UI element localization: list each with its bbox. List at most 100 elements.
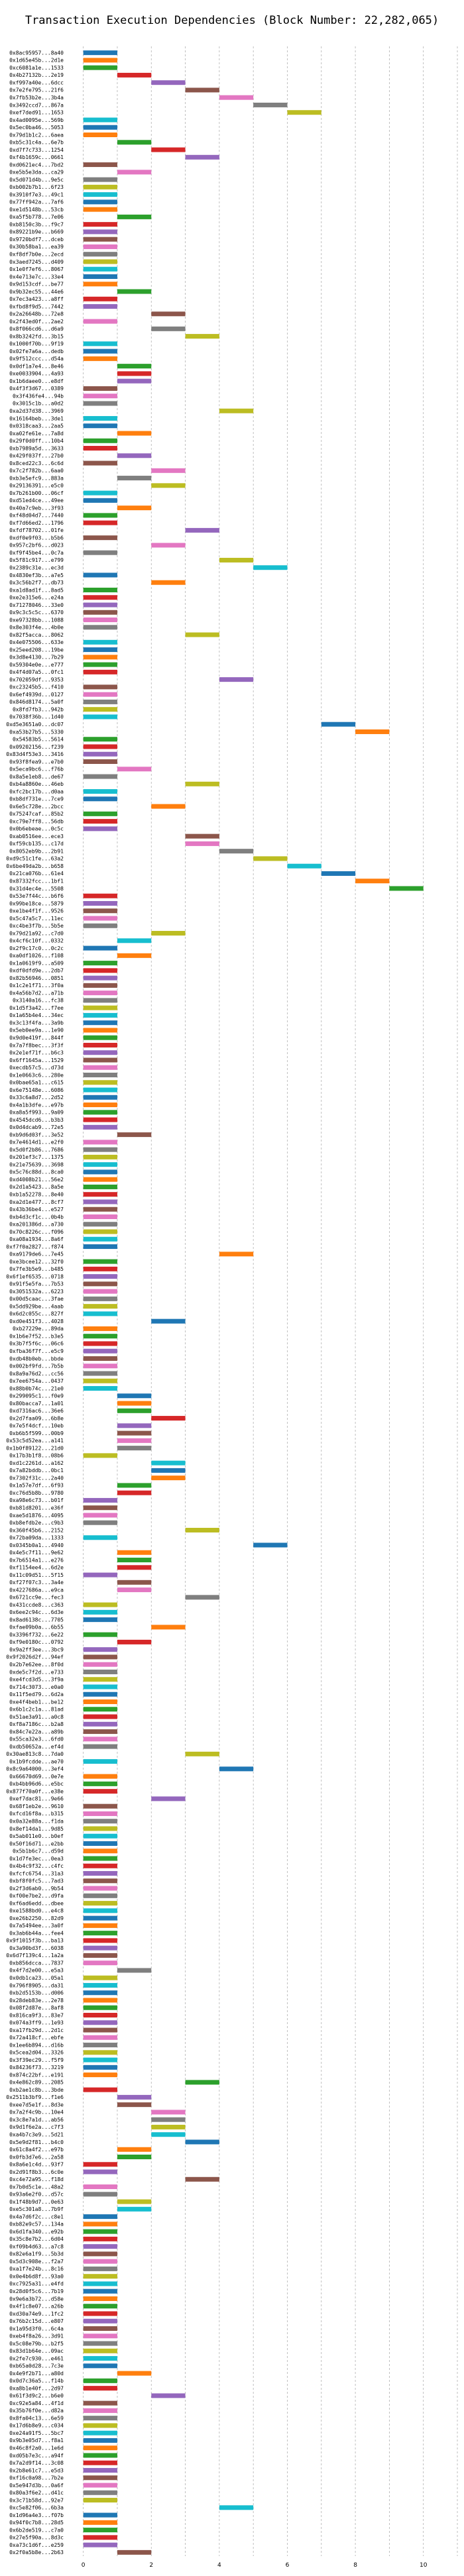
y-tick-label: 0xa53b27b5...5330 bbox=[9, 729, 64, 735]
bar bbox=[83, 1154, 117, 1159]
y-tick-label: 0xc23245b5...f410 bbox=[9, 684, 64, 690]
y-tick-label: 0x2d91f8b3...6c0e bbox=[9, 2169, 64, 2175]
bar bbox=[355, 879, 390, 884]
bar bbox=[219, 557, 254, 563]
bar bbox=[117, 1558, 152, 1563]
y-tick-label: 0xf09b4d63...a7c8 bbox=[9, 2243, 64, 2249]
bar bbox=[83, 2274, 117, 2279]
bar bbox=[83, 2535, 117, 2540]
y-tick-label: 0x5dd929be...4aab bbox=[9, 1303, 64, 1309]
x-axis-ticks: 0 2 4 6 8 10 bbox=[82, 2562, 428, 2569]
y-tick-label: 0x0d7c36a5...f14b bbox=[9, 2378, 64, 2384]
bar bbox=[83, 610, 117, 615]
bar bbox=[83, 1334, 117, 1339]
bar bbox=[83, 916, 117, 921]
y-tick-label: 0x7c2f782b...6aa0 bbox=[9, 468, 64, 474]
x-tick-label: 0 bbox=[82, 2562, 86, 2569]
bar bbox=[83, 1453, 117, 1458]
y-tick-label: 0x5eca9bc6...f76b bbox=[9, 767, 64, 773]
bar bbox=[83, 2386, 117, 2391]
y-tick-label: 0x93f8fea9...e7b0 bbox=[9, 759, 64, 765]
bar bbox=[185, 781, 219, 786]
bar bbox=[83, 1207, 117, 1212]
bar bbox=[83, 1654, 117, 1660]
y-tick-label: 0xb2d5153b...d006 bbox=[9, 1990, 64, 1996]
bar bbox=[117, 1565, 152, 1570]
bar bbox=[83, 2334, 117, 2339]
bar bbox=[83, 759, 117, 765]
y-tick-label: 0x84236f73...3219 bbox=[9, 2065, 64, 2070]
bar bbox=[83, 319, 117, 324]
y-tick-label: 0x877f70a0f...e38e bbox=[6, 1788, 64, 1794]
bar bbox=[83, 1923, 117, 1928]
bar bbox=[83, 1311, 117, 1316]
bar bbox=[83, 587, 117, 592]
y-tick-label: 0x16164beb...3de1 bbox=[9, 415, 64, 421]
y-tick-label: 0x8ac95957...8a40 bbox=[9, 50, 64, 56]
bar bbox=[355, 729, 390, 734]
y-tick-label: 0x00d5caac...3fae bbox=[9, 1296, 64, 1302]
y-tick-label: 0xdb48b0eb...bbde bbox=[9, 1356, 64, 1362]
bar bbox=[83, 2050, 117, 2055]
y-tick-label: 0x4cf6c10f...0332 bbox=[9, 938, 64, 944]
y-tick-label: 0x1d7fe3ec...0ea3 bbox=[9, 1856, 64, 1862]
y-tick-label: 0x3ab6b44a...fee4 bbox=[9, 1930, 64, 1936]
y-tick-label: 0x0345b0a1...4940 bbox=[9, 1542, 64, 1548]
bar bbox=[117, 2147, 152, 2152]
y-tick-label: 0x2e1ef71f...b6c3 bbox=[9, 1050, 64, 1056]
bar bbox=[117, 364, 152, 369]
y-tick-label: 0x2d1a5423...8a5e bbox=[9, 1184, 64, 1190]
bar bbox=[83, 2490, 117, 2495]
bar bbox=[151, 2393, 186, 2398]
y-tick-label: 0xe97328bb...1088 bbox=[9, 617, 64, 623]
bar bbox=[83, 1162, 117, 1167]
bar bbox=[83, 1908, 117, 1913]
bar bbox=[83, 2445, 117, 2451]
bar bbox=[83, 1147, 117, 1152]
bar bbox=[151, 580, 186, 585]
y-tick-label: 0xd30a74e9...1fc2 bbox=[9, 2311, 64, 2317]
bar bbox=[83, 1826, 117, 1831]
y-tick-label: 0x4b4c9f32...c4fc bbox=[9, 1863, 64, 1869]
bar bbox=[83, 1184, 117, 1189]
bar bbox=[117, 2094, 152, 2100]
y-tick-label: 0x8a9a76d2...cc56 bbox=[9, 1371, 64, 1377]
bar bbox=[83, 498, 117, 503]
y-tick-label: 0xb856dcca...7837 bbox=[9, 1960, 64, 1966]
bar bbox=[83, 2304, 117, 2309]
bar bbox=[83, 796, 117, 802]
y-tick-label: 0x4e862c89...2085 bbox=[9, 2080, 64, 2086]
bar bbox=[83, 1281, 117, 1287]
bar bbox=[83, 304, 117, 309]
y-tick-label: 0xfba36f7f...e5c9 bbox=[9, 1348, 64, 1354]
bar bbox=[83, 1169, 117, 1175]
bar bbox=[185, 527, 219, 533]
y-tick-label: 0x21ca076b...61e4 bbox=[9, 871, 64, 877]
bar bbox=[151, 1625, 186, 1630]
y-tick-label: 0x299095c1...f0e9 bbox=[9, 1393, 64, 1399]
y-tick-label: 0xef7ded91...1653 bbox=[9, 110, 64, 116]
bar bbox=[83, 1042, 117, 1047]
bar bbox=[83, 1274, 117, 1279]
bar bbox=[83, 2475, 117, 2481]
y-tick-label: 0x30b58ba1...ea39 bbox=[9, 244, 64, 250]
y-tick-label: 0x3051532a...6223 bbox=[9, 1289, 64, 1295]
y-tick-label: 0x3d8e4130...7b29 bbox=[9, 655, 64, 661]
bar bbox=[151, 2110, 186, 2115]
y-tick-label: 0xa08a1934...8a6f bbox=[9, 1236, 64, 1242]
y-tick-label: 0xfbd8f9d5...7442 bbox=[9, 303, 64, 309]
bar bbox=[83, 1378, 117, 1383]
bar bbox=[83, 2311, 117, 2316]
bar bbox=[151, 804, 186, 809]
y-tick-label: 0x99be18ce...5879 bbox=[9, 900, 64, 906]
y-tick-label: 0x25eed208...19be bbox=[9, 647, 64, 653]
y-tick-label: 0x074a3ff9...1e93 bbox=[9, 2020, 64, 2026]
y-tick-label: 0xfcd16f8a...b315 bbox=[9, 1811, 64, 1817]
y-tick-label: 0x11f5ed79...6d2a bbox=[9, 1691, 64, 1697]
y-tick-label: 0x6ee2c94c...6d3e bbox=[9, 1609, 64, 1615]
bar bbox=[83, 1035, 117, 1040]
grid-lines bbox=[83, 46, 458, 2556]
bar bbox=[83, 125, 117, 130]
bar bbox=[117, 2199, 152, 2204]
bar bbox=[83, 394, 117, 399]
